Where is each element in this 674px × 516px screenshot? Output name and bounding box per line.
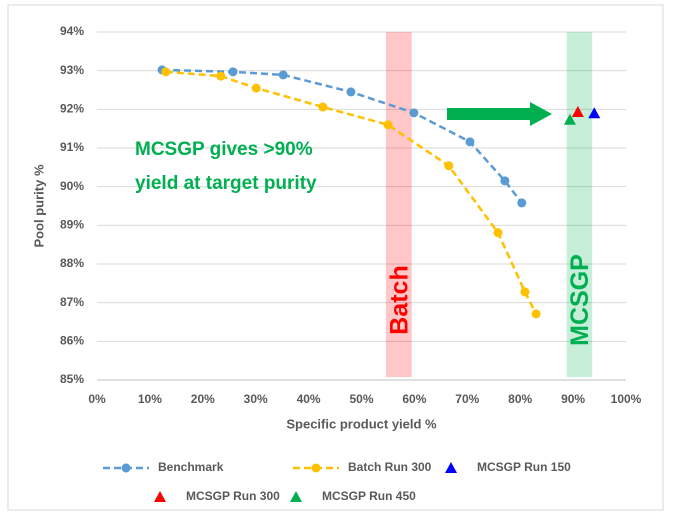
point <box>465 137 475 147</box>
x-tick-label: 0% <box>88 392 106 406</box>
point <box>121 463 131 473</box>
x-tick-label: 30% <box>244 392 268 406</box>
point <box>500 176 510 186</box>
legend-label: MCSGP Run 150 <box>477 460 571 474</box>
y-tick-label: 90% <box>60 179 84 193</box>
point <box>383 120 393 130</box>
band <box>566 32 593 377</box>
point <box>228 67 238 77</box>
point <box>445 462 457 473</box>
x-tick-label: 80% <box>508 392 532 406</box>
legend-label: MCSGP Run 300 <box>186 489 280 503</box>
legend-label: MCSGP Run 450 <box>322 489 416 503</box>
x-tick-label: 100% <box>611 392 642 406</box>
y-tick-label: 87% <box>60 295 84 309</box>
annotation: yield at target purity <box>135 173 317 194</box>
point <box>563 113 576 125</box>
legend-item: MCSGP Run 450 <box>290 489 416 503</box>
chart-frame <box>7 4 664 511</box>
point <box>517 198 527 208</box>
y-tick-label: 89% <box>60 218 84 232</box>
x-tick-label: 50% <box>349 392 373 406</box>
point <box>311 463 321 473</box>
y-tick-label: 85% <box>60 372 84 386</box>
y-tick-label: 86% <box>60 334 84 348</box>
legend-item: Benchmark <box>103 460 224 474</box>
point <box>346 87 356 97</box>
y-tick-label: 93% <box>60 63 84 77</box>
point <box>154 491 166 502</box>
series-line <box>162 68 523 204</box>
x-tick-label: 20% <box>191 392 215 406</box>
y-tick-label: 91% <box>60 140 84 154</box>
point <box>409 108 419 118</box>
x-tick-label: 90% <box>561 392 585 406</box>
y-tick-label: 88% <box>60 256 84 270</box>
point <box>571 106 584 118</box>
y-tick-label: 92% <box>60 102 84 116</box>
point <box>161 67 171 77</box>
legend-item: Batch Run 300 <box>293 460 432 474</box>
point <box>520 287 530 297</box>
arrow <box>447 102 552 126</box>
point <box>588 107 601 119</box>
y-tick-label: 94% <box>60 24 84 38</box>
point <box>290 491 302 502</box>
x-axis-title: Specific product yield % <box>286 416 437 431</box>
band <box>385 32 412 377</box>
band-label: Batch <box>385 265 413 334</box>
legend-item: MCSGP Run 300 <box>154 489 280 503</box>
series-line <box>165 70 538 315</box>
x-tick-label: 70% <box>455 392 479 406</box>
point <box>278 70 288 80</box>
x-tick-label: 10% <box>138 392 162 406</box>
point <box>251 83 261 93</box>
point <box>444 161 454 171</box>
point <box>531 309 541 319</box>
x-tick-label: 60% <box>402 392 426 406</box>
y-axis-title: Pool purity % <box>31 164 46 248</box>
point <box>318 102 328 112</box>
legend-label: Batch Run 300 <box>348 460 432 474</box>
band-label: MCSGP <box>566 254 594 346</box>
x-tick-label: 40% <box>297 392 321 406</box>
legend-item: MCSGP Run 150 <box>445 460 571 474</box>
annotation: MCSGP gives >90% <box>135 139 313 160</box>
legend-label: Benchmark <box>158 460 224 474</box>
point <box>216 71 226 81</box>
point <box>493 228 503 238</box>
